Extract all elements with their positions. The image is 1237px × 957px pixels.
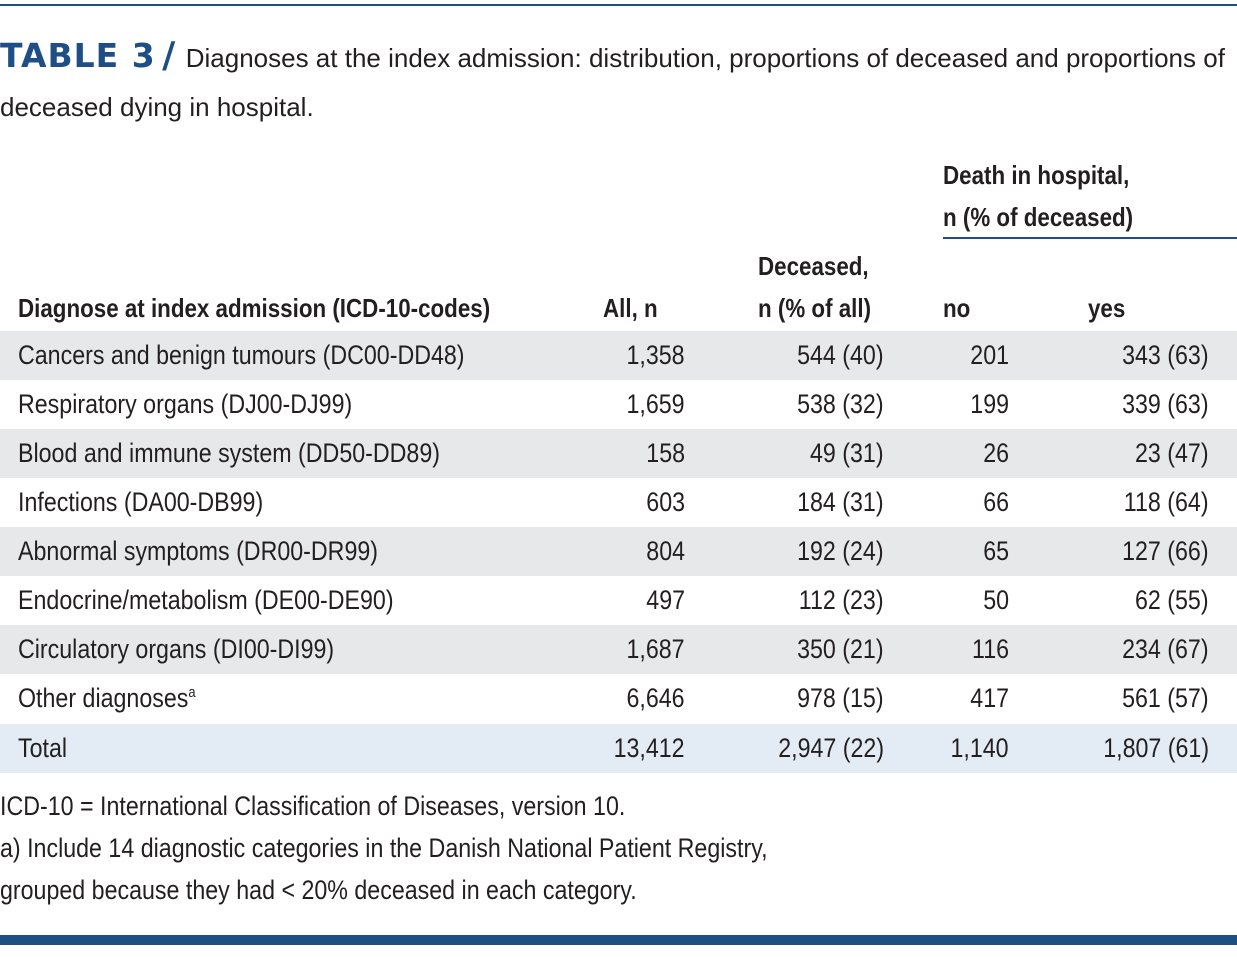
cell-all: 1,659 xyxy=(626,389,685,419)
cell-deceased: 192 (24) xyxy=(797,536,884,566)
cell-all: 497 xyxy=(646,585,685,615)
header-yes: yes xyxy=(1088,293,1126,323)
cell-yes: 234 (67) xyxy=(1122,634,1209,664)
cell-no: 116 xyxy=(971,634,1009,664)
table-label: TABLE 3 xyxy=(0,36,156,75)
header-deceased-line2: n (% of all) xyxy=(758,293,872,323)
cell-diagnose: Cancers and benign tumours (DC00-DD48) xyxy=(18,340,465,370)
header-deceased-line1: Deceased, xyxy=(758,251,869,281)
cell-deceased: 350 (21) xyxy=(797,634,884,664)
cell-deceased: 978 (15) xyxy=(797,683,884,713)
bottom-rule xyxy=(0,935,1237,945)
cell-no: 1,140 xyxy=(950,733,1009,763)
cell-diagnose: Abnormal symptoms (DR00-DR99) xyxy=(18,536,379,566)
cell-yes: 127 (66) xyxy=(1122,536,1209,566)
table-notes: ICD-10 = International Classification of… xyxy=(0,785,900,911)
cell-deceased: 544 (40) xyxy=(797,340,884,370)
cell-diagnose: Infections (DA00-DB99) xyxy=(18,487,264,517)
header-span-rule xyxy=(943,237,1237,239)
cell-diagnose: Respiratory organs (DJ00-DJ99) xyxy=(18,389,353,419)
header-no: no xyxy=(943,293,971,323)
cell-no: 199 xyxy=(970,389,1009,419)
table-caption: TABLE 3 / Diagnoses at the index admissi… xyxy=(0,34,1237,134)
table-row: Infections (DA00-DB99) 603 184 (31) 66 1… xyxy=(0,478,1237,527)
cell-yes: 561 (57) xyxy=(1122,683,1209,713)
header-death-line1: Death in hospital, xyxy=(943,160,1130,190)
caption-text: Diagnoses at the index admission: distri… xyxy=(0,43,1225,122)
note-footnote-a-line1: a) Include 14 diagnostic categories in t… xyxy=(0,833,768,863)
table-row: Other diagnosesa 6,646 978 (15) 417 561 … xyxy=(0,674,1237,723)
cell-deceased: 538 (32) xyxy=(797,389,884,419)
cell-all: 13,412 xyxy=(613,733,685,763)
cell-yes: 118 (64) xyxy=(1124,487,1209,517)
table-row: Endocrine/metabolism (DE00-DE90) 497 112… xyxy=(0,576,1237,625)
cell-no: 417 xyxy=(970,683,1009,713)
table-row: Cancers and benign tumours (DC00-DD48) 1… xyxy=(0,331,1237,380)
table-row: Respiratory organs (DJ00-DJ99) 1,659 538… xyxy=(0,380,1237,429)
cell-yes: 62 (55) xyxy=(1135,585,1209,615)
cell-all: 804 xyxy=(646,536,685,566)
cell-no: 201 xyxy=(970,340,1009,370)
cell-all: 1,687 xyxy=(626,634,685,664)
note-footnote-a-line2: grouped because they had < 20% deceased … xyxy=(0,875,637,905)
header-death-line2: n (% of deceased) xyxy=(943,202,1134,232)
cell-all: 6,646 xyxy=(626,683,685,713)
table-row: Abnormal symptoms (DR00-DR99) 804 192 (2… xyxy=(0,527,1237,576)
cell-diagnose: Blood and immune system (DD50-DD89) xyxy=(18,438,440,468)
cell-diagnose: Other diagnosesa xyxy=(18,674,196,723)
table-row: Circulatory organs (DI00-DI99) 1,687 350… xyxy=(0,625,1237,674)
cell-diagnose-text: Other diagnoses xyxy=(18,683,189,713)
table-row-total: Total 13,412 2,947 (22) 1,140 1,807 (61) xyxy=(0,724,1237,773)
cell-deceased: 112 (23) xyxy=(799,585,884,615)
cell-yes: 343 (63) xyxy=(1122,340,1209,370)
cell-deceased: 184 (31) xyxy=(797,487,884,517)
cell-yes: 339 (63) xyxy=(1122,389,1209,419)
header-all: All, n xyxy=(603,293,658,323)
cell-all: 158 xyxy=(646,438,685,468)
cell-all: 603 xyxy=(646,487,685,517)
cell-diagnose: Endocrine/metabolism (DE00-DE90) xyxy=(18,585,394,615)
table-row: Blood and immune system (DD50-DD89) 158 … xyxy=(0,429,1237,478)
top-rule xyxy=(0,4,1237,6)
cell-no: 65 xyxy=(983,536,1009,566)
cell-diagnose: Total xyxy=(18,733,68,763)
cell-no: 26 xyxy=(983,438,1009,468)
cell-deceased: 2,947 (22) xyxy=(778,733,884,763)
footnote-marker: a xyxy=(188,684,196,701)
cell-no: 66 xyxy=(983,487,1009,517)
cell-no: 50 xyxy=(983,585,1009,615)
note-abbreviation: ICD-10 = International Classification of… xyxy=(0,791,626,821)
cell-diagnose: Circulatory organs (DI00-DI99) xyxy=(18,634,335,664)
cell-all: 1,358 xyxy=(626,340,685,370)
cell-yes: 1,807 (61) xyxy=(1103,733,1209,763)
cell-yes: 23 (47) xyxy=(1135,438,1209,468)
header-diagnose: Diagnose at index admission (ICD-10-code… xyxy=(18,293,491,323)
cell-deceased: 49 (31) xyxy=(810,438,884,468)
caption-slash: / xyxy=(162,35,176,76)
